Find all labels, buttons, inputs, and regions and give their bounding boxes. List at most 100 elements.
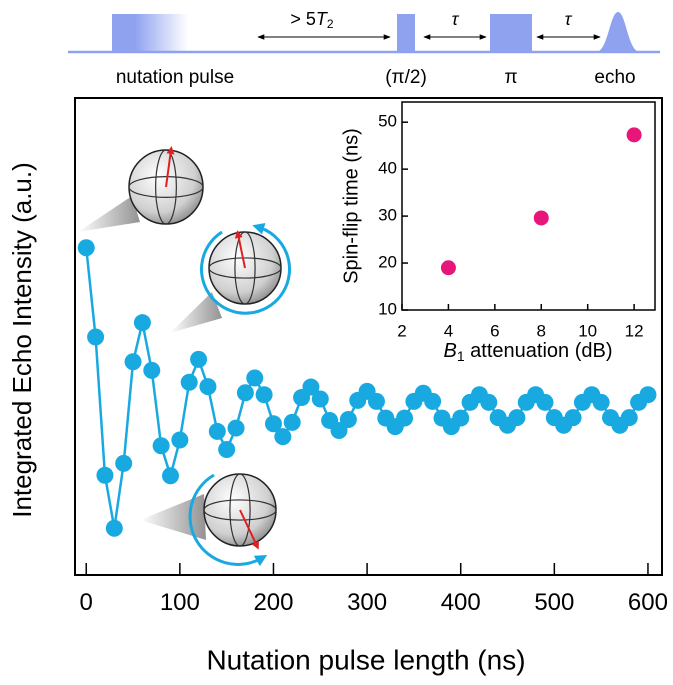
data-point [124, 353, 142, 371]
spin-vector [239, 509, 259, 550]
data-point [264, 415, 282, 433]
data-point [396, 409, 414, 427]
data-point [533, 210, 549, 226]
data-point [339, 410, 357, 428]
inset-x-subscript: 1 [457, 348, 465, 364]
data-point [592, 393, 610, 411]
data-point [626, 127, 642, 143]
tau-label: τ [565, 9, 573, 29]
y-tick-label: 30 [378, 206, 397, 225]
meridian [234, 231, 256, 305]
x-tick-label: 2 [397, 322, 406, 341]
data-point [236, 384, 254, 402]
data-point [255, 386, 273, 404]
y-tick-label: 40 [378, 159, 397, 178]
data-point [452, 409, 470, 427]
data-point [311, 390, 329, 408]
y-tick-label: 10 [378, 299, 397, 318]
equator [128, 176, 204, 198]
wait-label: > 5T2 [290, 9, 334, 31]
data-point [161, 467, 179, 485]
x-tick-label: 100 [160, 589, 200, 616]
data-point [274, 428, 292, 446]
echo-label: echo [594, 67, 635, 88]
x-tick-label: 400 [441, 589, 481, 616]
pi-pulse [490, 14, 532, 52]
x-tick-label: 600 [628, 589, 668, 616]
rotation-arrow [188, 473, 268, 567]
spin-vector [165, 146, 175, 188]
y-tick-label: 50 [378, 112, 397, 131]
data-point [564, 409, 582, 427]
data-point [218, 441, 236, 459]
half-pi-label: (π/2) [385, 67, 427, 88]
inset-plot: 2 4 6 8 10 12 10 20 30 40 50 [378, 112, 643, 341]
data-point [620, 409, 638, 427]
half-pi-pulse [397, 14, 415, 52]
x-tick-label: 8 [537, 322, 546, 341]
wait-symbol: T [316, 9, 329, 29]
data-point [246, 369, 264, 387]
tau-label: τ [452, 9, 460, 29]
data-point [152, 437, 170, 455]
wait-subscript: 2 [327, 17, 334, 31]
main-plot: 0 100 200 300 400 500 600 [77, 239, 668, 616]
data-point [283, 413, 301, 431]
x-tick-label: 500 [534, 589, 574, 616]
data-point [133, 314, 151, 332]
x-axis-label: Nutation pulse length (ns) [206, 644, 525, 675]
equator [203, 499, 277, 521]
meridian [155, 149, 177, 225]
x-tick-label: 300 [347, 589, 387, 616]
data-point [480, 393, 498, 411]
x-tick-label: 6 [490, 322, 499, 341]
data-point [96, 466, 114, 484]
data-point [440, 260, 456, 276]
data-point [190, 350, 208, 368]
equator [208, 257, 282, 279]
data-point [227, 419, 245, 437]
data-point [367, 392, 385, 410]
y-axis-label: Integrated Echo Intensity (a.u.) [7, 162, 37, 518]
data-point [87, 328, 105, 346]
data-point [105, 519, 123, 537]
x-tick-label: 12 [625, 322, 644, 341]
meridian [229, 473, 251, 547]
y-tick-label: 20 [378, 253, 397, 272]
data-point [536, 393, 554, 411]
pointer [170, 292, 222, 333]
data-point [302, 378, 320, 396]
x-tick-label: 4 [444, 322, 453, 341]
inset-x-symbol: B [443, 340, 456, 362]
data-point [115, 454, 133, 472]
data-point [180, 373, 198, 391]
inset-frame [401, 101, 656, 311]
data-point [199, 378, 217, 396]
pointer [78, 196, 140, 232]
bloch-spheres [78, 146, 291, 567]
wait-prefix: > 5 [290, 9, 316, 29]
x-tick-label: 0 [80, 589, 93, 616]
data-point [424, 392, 442, 410]
x-tick-label: 10 [578, 322, 597, 341]
data-point [77, 239, 95, 257]
inset-x-rest: attenuation (dB) [465, 340, 613, 362]
data-point [208, 422, 226, 440]
spin-vector [234, 230, 246, 269]
data-point [508, 409, 526, 427]
pulse-sequence: > 5T2 τ τ nutation pulse (π/2) π echo [68, 9, 660, 88]
rotation-arrow [200, 222, 291, 315]
data-point [171, 431, 189, 449]
inset-y-label: Spin-flip time (ns) [340, 128, 362, 284]
data-point [639, 386, 657, 404]
data-point [143, 361, 161, 379]
nutation-label: nutation pulse [116, 67, 234, 88]
echo-shape [596, 12, 640, 52]
pointer [140, 494, 206, 540]
nutation-pulse [112, 14, 188, 52]
inset-x-label: B1 attenuation (dB) [443, 340, 612, 363]
plot-frame [74, 97, 663, 576]
x-tick-label: 200 [253, 589, 293, 616]
